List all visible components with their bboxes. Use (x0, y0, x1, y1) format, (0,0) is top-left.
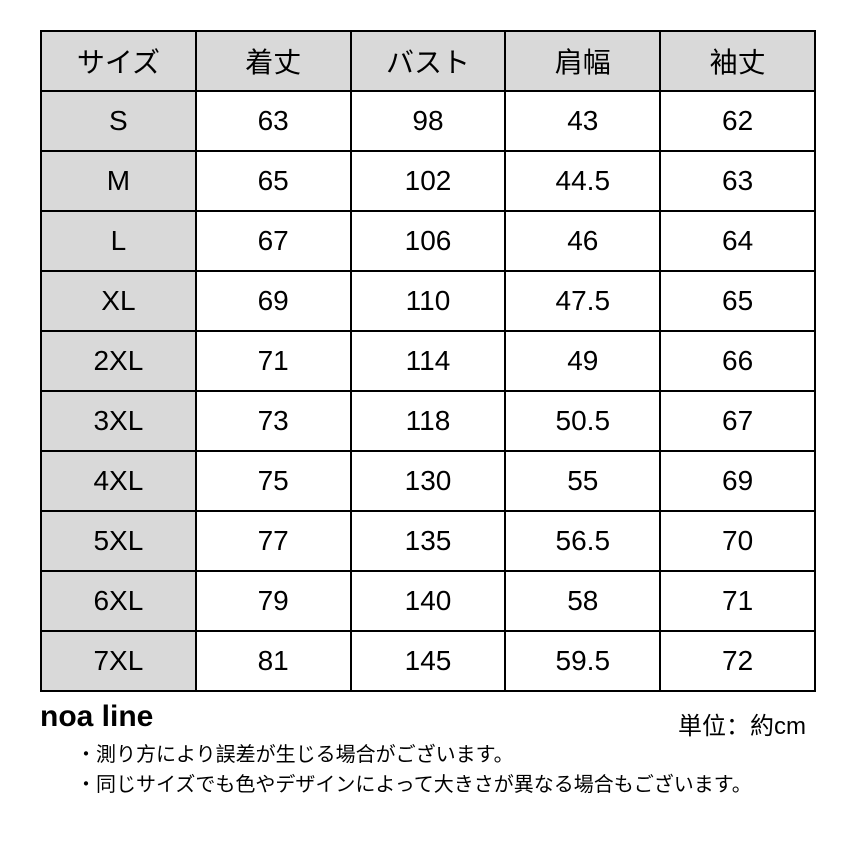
cell-size: 5XL (41, 511, 196, 571)
table-row: M 65 102 44.5 63 (41, 151, 815, 211)
cell-size: L (41, 211, 196, 271)
cell-size: 3XL (41, 391, 196, 451)
cell-size: 2XL (41, 331, 196, 391)
col-header-bust: バスト (351, 31, 506, 91)
table-row: 2XL 71 114 49 66 (41, 331, 815, 391)
table-row: XL 69 110 47.5 65 (41, 271, 815, 331)
cell: 110 (351, 271, 506, 331)
cell-size: M (41, 151, 196, 211)
cell: 44.5 (505, 151, 660, 211)
cell: 70 (660, 511, 815, 571)
cell: 59.5 (505, 631, 660, 691)
cell: 47.5 (505, 271, 660, 331)
col-header-length: 着丈 (196, 31, 351, 91)
cell: 43 (505, 91, 660, 151)
cell: 135 (351, 511, 506, 571)
cell: 63 (196, 91, 351, 151)
cell: 69 (660, 451, 815, 511)
cell: 67 (660, 391, 815, 451)
cell: 98 (351, 91, 506, 151)
cell: 69 (196, 271, 351, 331)
table-row: 5XL 77 135 56.5 70 (41, 511, 815, 571)
col-header-size: サイズ (41, 31, 196, 91)
cell-size: XL (41, 271, 196, 331)
table-row: 6XL 79 140 58 71 (41, 571, 815, 631)
table-row: 4XL 75 130 55 69 (41, 451, 815, 511)
cell: 65 (196, 151, 351, 211)
brand-label: noa line (40, 700, 153, 734)
table-row: 3XL 73 118 50.5 67 (41, 391, 815, 451)
table-header-row: サイズ 着丈 バスト 肩幅 袖丈 (41, 31, 815, 91)
cell: 114 (351, 331, 506, 391)
cell: 64 (660, 211, 815, 271)
cell: 130 (351, 451, 506, 511)
cell: 46 (505, 211, 660, 271)
cell: 140 (351, 571, 506, 631)
note-line: ・同じサイズでも色やデザインによって大きさが異なる場合もございます。 (76, 770, 816, 800)
table-row: S 63 98 43 62 (41, 91, 815, 151)
unit-label: 単位：約cm (678, 706, 806, 741)
footer: noa line 単位：約cm ・測り方により誤差が生じる場合がございます。 ・… (40, 700, 816, 800)
cell: 67 (196, 211, 351, 271)
note-line: ・測り方により誤差が生じる場合がございます。 (76, 740, 816, 770)
cell: 71 (196, 331, 351, 391)
cell: 145 (351, 631, 506, 691)
col-header-shoulder: 肩幅 (505, 31, 660, 91)
cell-size: S (41, 91, 196, 151)
cell: 77 (196, 511, 351, 571)
table-row: 7XL 81 145 59.5 72 (41, 631, 815, 691)
cell: 62 (660, 91, 815, 151)
cell: 71 (660, 571, 815, 631)
notes: ・測り方により誤差が生じる場合がございます。 ・同じサイズでも色やデザインによっ… (40, 740, 816, 800)
col-header-sleeve: 袖丈 (660, 31, 815, 91)
cell: 102 (351, 151, 506, 211)
cell: 75 (196, 451, 351, 511)
cell: 50.5 (505, 391, 660, 451)
table-row: L 67 106 46 64 (41, 211, 815, 271)
cell: 58 (505, 571, 660, 631)
cell: 72 (660, 631, 815, 691)
size-table: サイズ 着丈 バスト 肩幅 袖丈 S 63 98 43 62 M 65 102 … (40, 30, 816, 692)
cell: 106 (351, 211, 506, 271)
cell: 81 (196, 631, 351, 691)
cell-size: 4XL (41, 451, 196, 511)
cell: 49 (505, 331, 660, 391)
cell: 63 (660, 151, 815, 211)
cell-size: 7XL (41, 631, 196, 691)
cell: 79 (196, 571, 351, 631)
cell: 73 (196, 391, 351, 451)
cell: 118 (351, 391, 506, 451)
cell: 65 (660, 271, 815, 331)
table-body: S 63 98 43 62 M 65 102 44.5 63 L 67 106 … (41, 91, 815, 691)
cell-size: 6XL (41, 571, 196, 631)
cell: 66 (660, 331, 815, 391)
cell: 56.5 (505, 511, 660, 571)
cell: 55 (505, 451, 660, 511)
